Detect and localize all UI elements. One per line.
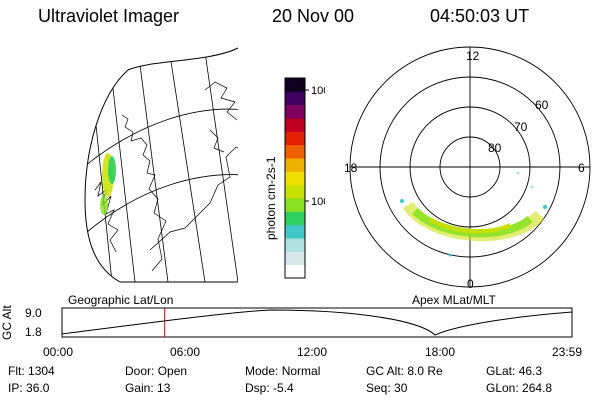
altitude-xtick-0: 00:00 [43,345,74,359]
polar-plot: 12 18 6 0 60 70 80 [344,46,591,290]
color-scale: 1000 100 photon cm-2s-1 [264,77,325,279]
colorbar-cell [285,158,305,172]
mode-info: Mode: Normal [245,364,321,378]
left-panel-caption: Geographic Lat/Lon [68,293,174,307]
mlt-label-6: 6 [578,161,585,175]
altitude-xtick-1: 06:00 [170,345,201,359]
altitude-xtick-4: 23:59 [552,345,583,359]
mlat-label-80: 80 [488,141,502,155]
mlt-label-0: 0 [467,277,474,290]
colorbar-cell [285,211,305,226]
colorbar-cell [285,171,305,186]
gc-alt-info: GC Alt: 8.0 Re [366,364,443,378]
flight-info: Flt: 1304 [8,364,55,378]
colorbar-cell [285,118,305,132]
altitude-ylabel: GC Alt [0,305,14,340]
altitude-ytick-top: 9.0 [25,306,42,320]
right-panel-caption: Apex MLat/MLT [412,293,496,307]
mlat-label-60: 60 [535,98,549,112]
colorbar-cell [285,224,305,239]
altitude-ytick-bottom: 1.8 [25,325,42,339]
colorbar-cell [285,184,305,199]
dsp-info: Dsp: -5.4 [245,381,294,395]
colorbar-label: photon cm-2s-1 [264,156,278,240]
mlat-label-70: 70 [514,120,528,134]
colorbar-cell [285,238,305,252]
colorbar-cell [285,144,305,159]
colorbar-tick-100: 100 [311,196,325,208]
gain-info: Gain: 13 [125,381,171,395]
ip-info: IP: 36.0 [8,381,50,395]
mlt-label-18: 18 [344,161,358,175]
altitude-xtick-2: 12:00 [297,345,328,359]
door-info: Door: Open [125,364,188,378]
image-date: 20 Nov 00 [272,6,355,26]
colorbar-cell [285,104,305,119]
colorbar-cell [285,78,305,92]
colorbar-tick-1000: 1000 [311,85,325,97]
colorbar-cell [285,198,305,212]
glon-info: GLon: 264.8 [486,381,553,395]
mlt-label-12: 12 [466,49,480,63]
colorbar-cell [285,251,305,266]
seq-info: Seq: 30 [366,381,408,395]
geographic-map [84,47,239,283]
altitude-plot [61,307,573,338]
altitude-curve [61,309,573,336]
altitude-xtick-3: 18:00 [425,345,456,359]
colorbar-cell [285,91,305,106]
colorbar-cell [285,264,305,279]
instrument-title: Ultraviolet Imager [38,6,180,26]
glat-info: GLat: 46.3 [486,364,543,378]
image-time: 04:50:03 UT [430,6,530,26]
colorbar-cell [285,131,305,146]
